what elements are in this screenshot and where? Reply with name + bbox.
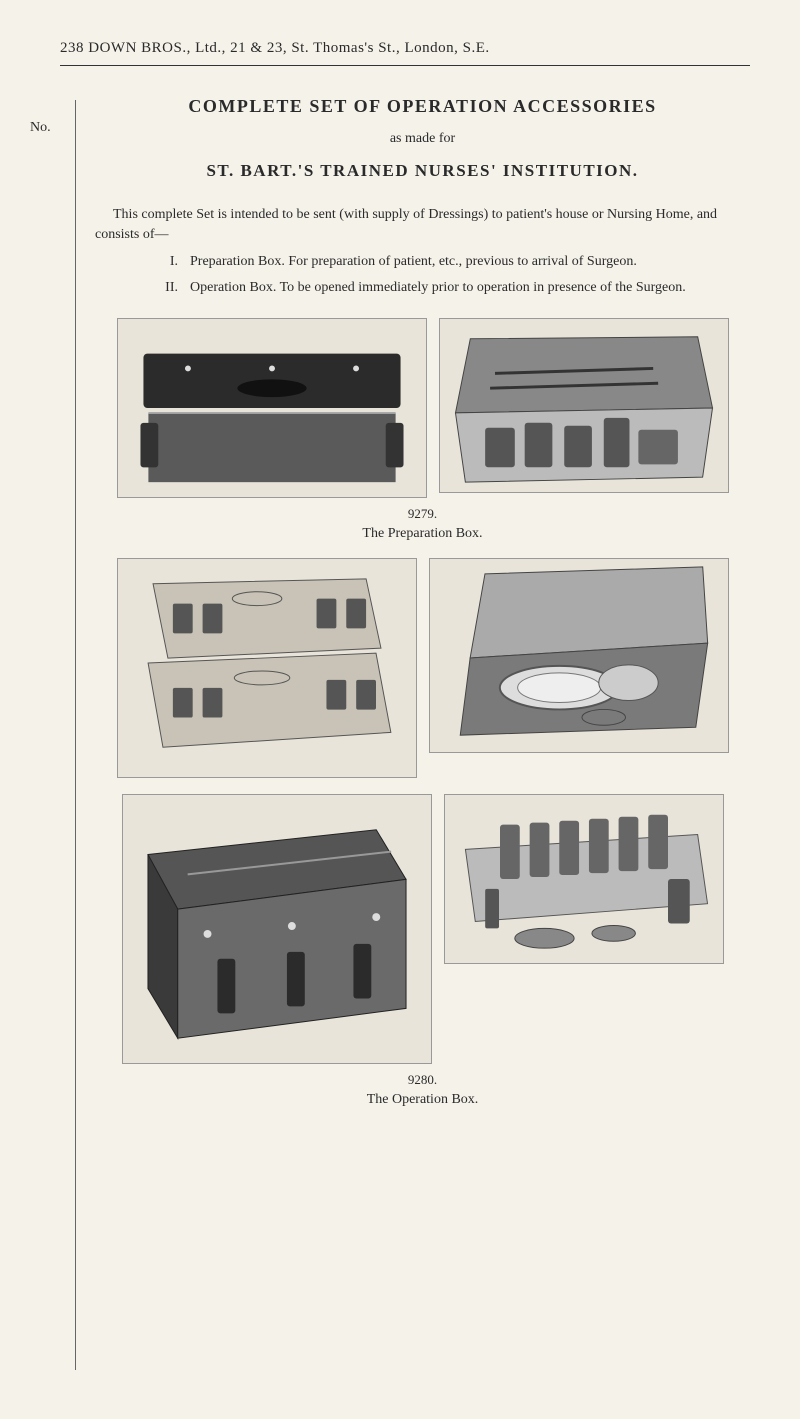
figure-row-mid xyxy=(95,558,750,778)
figure-row-prep xyxy=(95,318,750,498)
list-item: II. Operation Box. To be opened immediate… xyxy=(150,278,750,298)
list-text: Preparation Box. For preparation of pati… xyxy=(190,254,637,269)
item-list: I. Preparation Box. For preparation of pa… xyxy=(150,252,750,299)
list-number: I. xyxy=(150,252,178,272)
title-main: COMPLETE SET OF OPERATION ACCESSORIES xyxy=(95,96,750,117)
figure-number-prep: 9279. xyxy=(95,506,750,522)
illustration-bottles xyxy=(444,794,724,964)
illustration-trays xyxy=(117,558,417,778)
vertical-rule xyxy=(75,100,76,1370)
publisher-line: DOWN BROS., Ltd., 21 & 23, St. Thomas's … xyxy=(88,40,489,56)
list-text: Operation Box. To be opened immediately … xyxy=(190,280,686,295)
page-header: 238 DOWN BROS., Ltd., 21 & 23, St. Thoma… xyxy=(60,40,750,57)
header-rule xyxy=(60,65,750,66)
no-label: No. xyxy=(30,120,51,136)
illustration-trunk xyxy=(122,794,432,1064)
figure-number-op: 9280. xyxy=(95,1072,750,1088)
figure-caption-prep: The Preparation Box. xyxy=(95,526,750,542)
figure-row-op xyxy=(95,794,750,1064)
subtitle-as-made-for: as made for xyxy=(95,131,750,147)
illustration-prep-closed xyxy=(117,318,427,498)
list-number: II. xyxy=(150,278,178,298)
intro-paragraph: This complete Set is intended to be sent… xyxy=(95,205,750,246)
figure-caption-op: The Operation Box. xyxy=(95,1092,750,1108)
illustration-open-bowls xyxy=(429,558,729,753)
page-number: 238 xyxy=(60,40,84,56)
title-institution: ST. BART.'S TRAINED NURSES' INSTITUTION. xyxy=(95,161,750,181)
list-item: I. Preparation Box. For preparation of pa… xyxy=(150,252,750,272)
illustration-prep-open xyxy=(439,318,729,493)
